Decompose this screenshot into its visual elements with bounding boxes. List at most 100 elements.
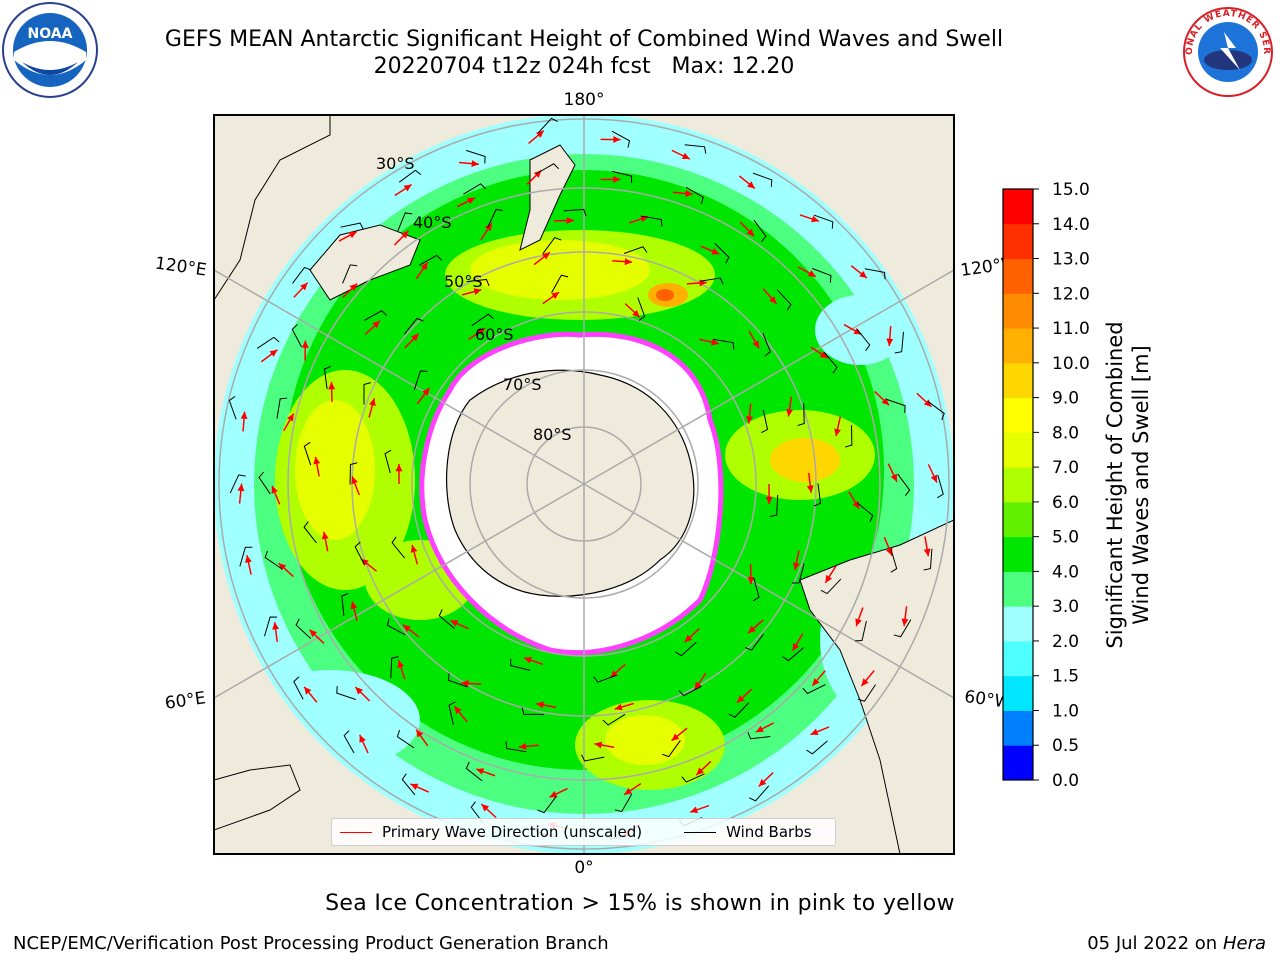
wind-barb xyxy=(661,740,681,758)
wind-barb xyxy=(678,685,702,697)
wave-arrow-head xyxy=(786,408,793,417)
wave-arrow-head xyxy=(685,190,693,198)
wind-barb xyxy=(487,208,504,228)
wind-barb xyxy=(551,274,569,293)
wind-barb xyxy=(390,656,399,679)
wave-arrow-head xyxy=(748,625,756,634)
wave-arrow-head xyxy=(313,456,321,465)
wave-arrow-head xyxy=(481,804,490,812)
wind-barb xyxy=(856,502,874,523)
wave-arrow-head xyxy=(454,706,462,715)
wind-barb xyxy=(471,313,494,327)
legend-wave-swatch xyxy=(340,831,372,833)
wind-barb xyxy=(448,701,456,725)
wave-arrow-head xyxy=(861,678,869,687)
wave-arrow-head xyxy=(272,622,280,630)
wave-arrow-head xyxy=(397,660,405,669)
wind-barb xyxy=(820,578,842,595)
wave-arrow-head xyxy=(624,258,633,266)
wind-barb xyxy=(886,398,906,413)
colorbar-label-line1: Significant Height of Combined xyxy=(1103,321,1127,649)
wave-arrow-head xyxy=(300,282,308,291)
wind-barb xyxy=(937,474,944,499)
wave-arrow-head xyxy=(811,215,819,223)
wind-barb xyxy=(714,242,730,264)
wind-barb xyxy=(685,186,704,205)
wave-arrow-head xyxy=(240,411,248,420)
lon-label-180: 180° xyxy=(564,90,605,110)
wave-arrow-head xyxy=(746,228,755,237)
footer-date-text: 05 Jul 2022 on xyxy=(1087,933,1223,954)
wind-barb xyxy=(404,317,424,335)
wind-barb xyxy=(844,425,853,448)
wind-barb xyxy=(752,577,760,602)
wave-arrow-head xyxy=(304,686,312,695)
wave-arrow-head xyxy=(859,270,867,279)
footer-date: 05 Jul 2022 on Hera xyxy=(1087,933,1266,954)
wind-barb xyxy=(448,673,468,688)
wind-barb xyxy=(291,324,303,348)
wind-barb xyxy=(363,382,371,405)
wave-arrow-head xyxy=(755,725,764,733)
wave-arrow-head xyxy=(681,152,690,160)
wave-arrow-head xyxy=(923,548,931,557)
wind-barb xyxy=(323,365,332,389)
wind-barb xyxy=(753,219,767,243)
wind-barb xyxy=(769,494,779,517)
wind-barb xyxy=(894,331,904,354)
lon-label-120e: 120°E xyxy=(154,254,208,281)
wind-barb xyxy=(623,246,648,254)
antarctica-land xyxy=(446,369,695,597)
wind-barb xyxy=(536,163,559,175)
wave-arrow-head xyxy=(834,428,841,437)
footer-credit: NCEP/EMC/Verification Post Processing Pr… xyxy=(13,933,609,954)
wind-barb xyxy=(776,289,792,311)
map-frame xyxy=(213,114,955,855)
wave-arrow-head xyxy=(471,160,479,168)
wave-arrow-head xyxy=(369,398,376,407)
wave-arrow-head xyxy=(309,629,318,638)
wind-barb xyxy=(537,117,558,134)
wind-barb xyxy=(857,684,876,702)
wave-arrow-head xyxy=(736,695,745,703)
wave-arrow-head xyxy=(624,787,633,795)
chart-title: GEFS MEAN Antarctic Significant Height o… xyxy=(164,27,1004,52)
wind-barb xyxy=(593,674,617,683)
wind-barb xyxy=(264,616,278,637)
wave-arrow-head xyxy=(473,288,482,295)
wind-barb xyxy=(747,732,771,740)
wind-barb xyxy=(239,546,253,567)
wave-arrow-head xyxy=(400,230,409,239)
wind-barb xyxy=(812,268,832,283)
wind-barb xyxy=(802,684,826,695)
wave-arrow-head xyxy=(350,601,358,610)
wind-barb xyxy=(890,549,898,573)
wind-barb xyxy=(864,268,886,280)
wave-arrow-head xyxy=(694,681,702,690)
wave-arrow-head xyxy=(450,620,459,627)
wind-barb xyxy=(749,785,770,802)
wind-barb xyxy=(465,149,486,164)
wind-barb xyxy=(401,773,416,796)
wind-barb xyxy=(641,215,663,227)
ice-note: Sea Ice Concentration > 15% is shown in … xyxy=(325,891,955,916)
wind-barb xyxy=(413,370,428,391)
wave-arrow-head xyxy=(518,742,527,750)
nws-logo-icon: NATIONAL WEATHER SERVICE xyxy=(1176,0,1273,97)
wind-barb xyxy=(349,462,358,485)
wind-barb xyxy=(927,401,945,421)
wind-barb xyxy=(713,338,735,350)
wind-barb xyxy=(521,707,544,715)
australia-south-coast xyxy=(309,224,421,301)
wind-barb xyxy=(611,170,633,184)
lon-label-60e: 60°E xyxy=(164,688,207,713)
wind-barb xyxy=(256,336,280,349)
wind-barb xyxy=(292,266,312,284)
south-america-land xyxy=(799,519,954,854)
wave-arrow-head xyxy=(237,483,245,492)
wave-arrow-head xyxy=(747,577,755,585)
new-zealand-land xyxy=(519,144,576,251)
wind-barb xyxy=(728,702,750,718)
wave-arrow-head xyxy=(351,476,358,485)
wind-barb xyxy=(611,130,631,148)
